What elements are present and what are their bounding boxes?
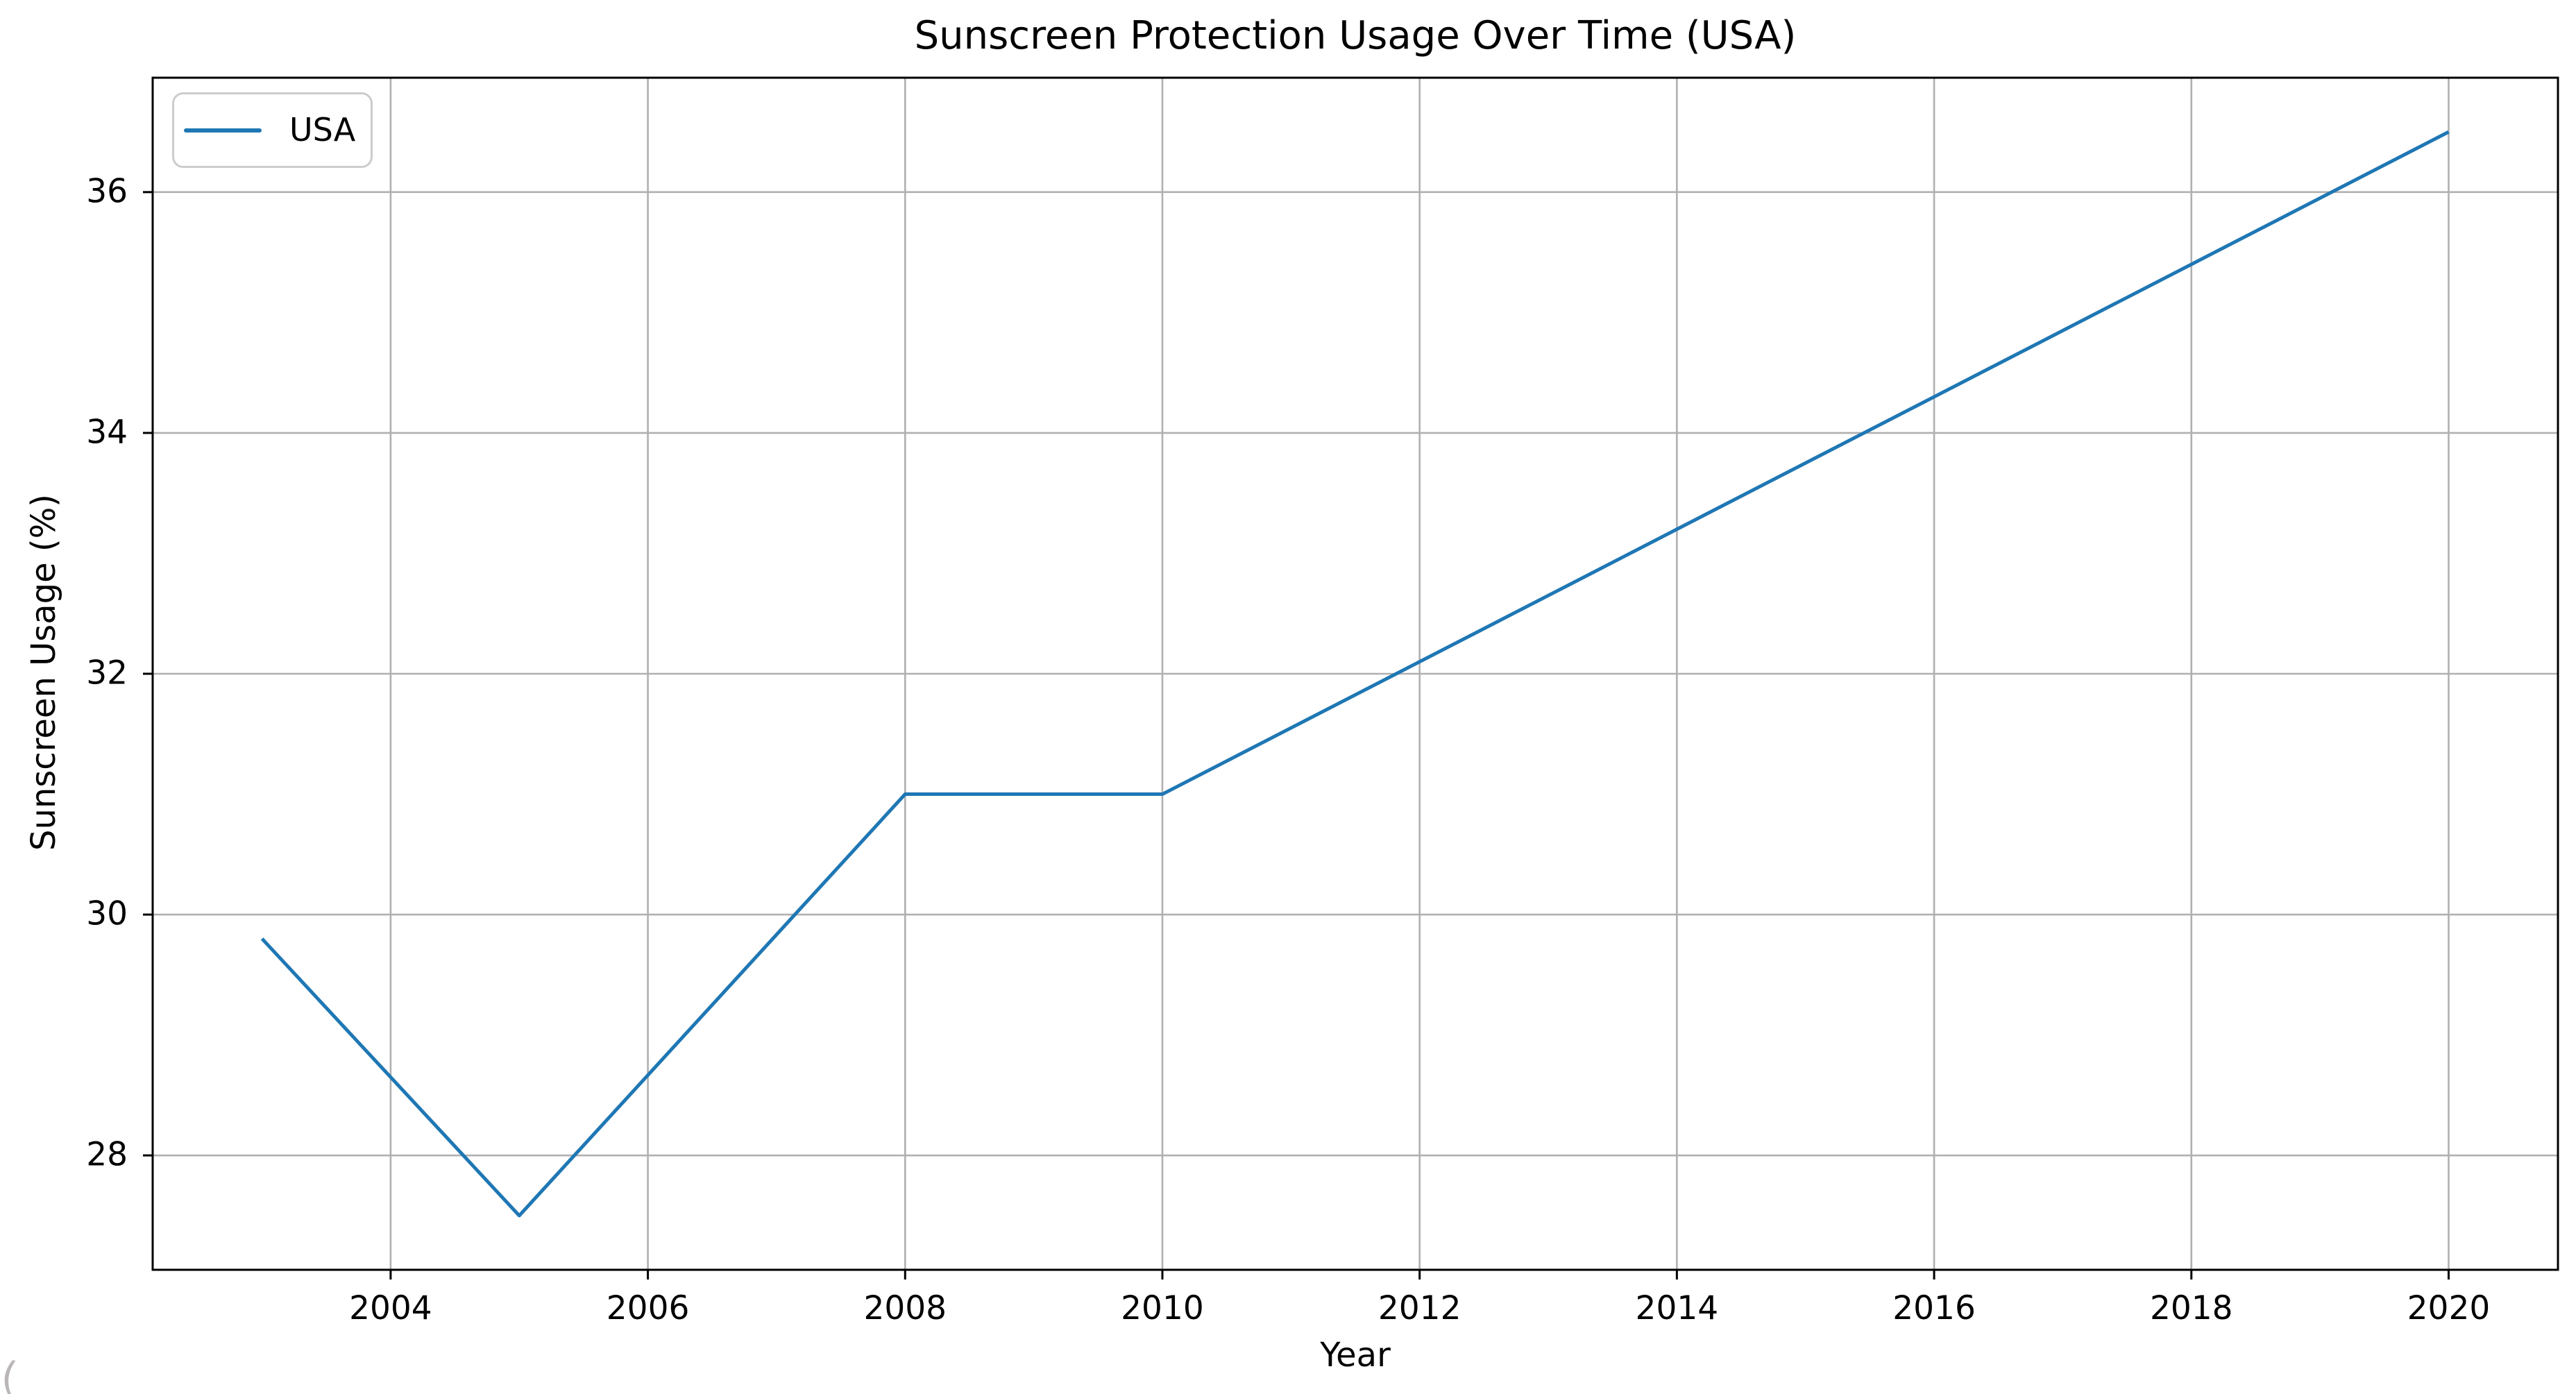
x-tick-label-2010: 2010 bbox=[1121, 1289, 1204, 1327]
x-tick-label-2016: 2016 bbox=[1892, 1289, 1976, 1327]
series-line-usa bbox=[260, 130, 2450, 1218]
x-tick-label-2018: 2018 bbox=[2149, 1289, 2233, 1327]
x-axis-label: Year bbox=[1320, 1336, 1391, 1375]
legend-label-usa: USA bbox=[289, 111, 356, 148]
legend-line-swatch-usa bbox=[184, 128, 262, 133]
y-axis-label: Sunscreen Usage (%) bbox=[24, 493, 64, 851]
x-tick-label-2008: 2008 bbox=[863, 1289, 947, 1327]
x-tick-label-2006: 2006 bbox=[606, 1289, 690, 1327]
x-tick-label-2004: 2004 bbox=[349, 1289, 432, 1327]
chart-title: Sunscreen Protection Usage Over Time (US… bbox=[914, 13, 1797, 58]
y-tick-label-34: 34 bbox=[86, 413, 128, 452]
plot-border bbox=[151, 76, 2559, 1271]
x-tick-label-2020: 2020 bbox=[2407, 1289, 2491, 1327]
legend: USA bbox=[172, 92, 373, 169]
y-tick-label-32: 32 bbox=[86, 654, 128, 692]
y-tick-label-28: 28 bbox=[86, 1135, 128, 1174]
x-tick-label-2012: 2012 bbox=[1378, 1289, 1461, 1327]
y-tick-label-30: 30 bbox=[86, 894, 128, 933]
x-tick-label-2014: 2014 bbox=[1635, 1289, 1719, 1327]
y-tick-label-36: 36 bbox=[86, 172, 128, 211]
